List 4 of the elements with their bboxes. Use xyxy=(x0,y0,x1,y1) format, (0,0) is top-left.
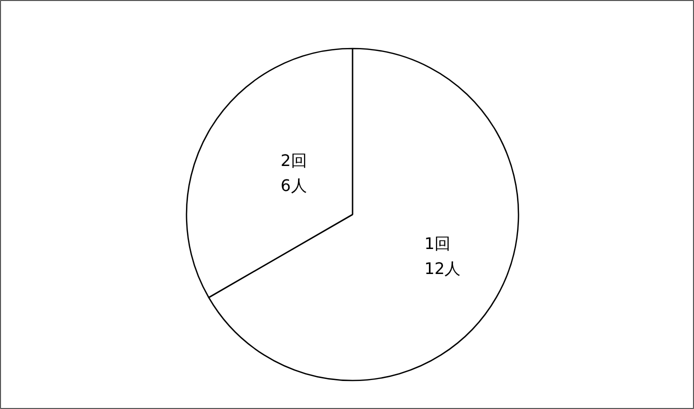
slice-label: 2回 xyxy=(280,151,307,170)
data-label: 6人 xyxy=(280,176,307,195)
slice-label: 1回 xyxy=(424,234,451,254)
data-label: 12人 xyxy=(424,258,461,278)
